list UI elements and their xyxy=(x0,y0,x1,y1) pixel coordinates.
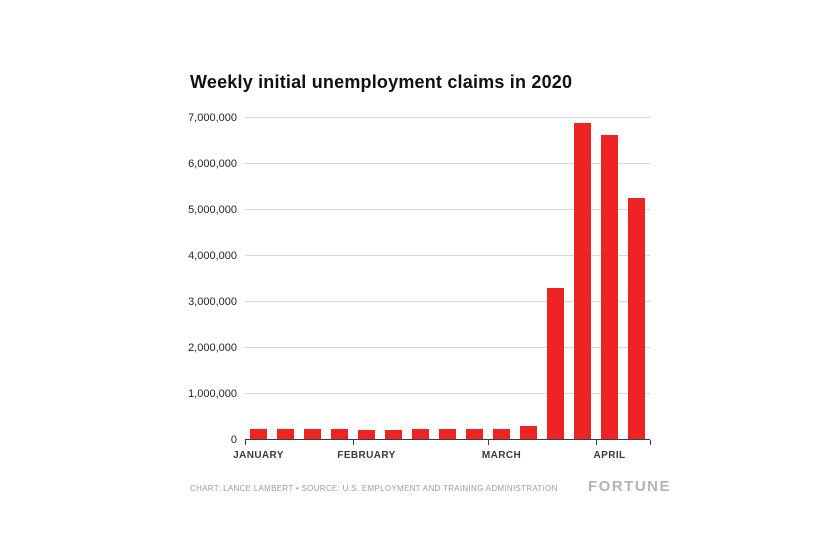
y-tick-label: 2,000,000 xyxy=(188,342,237,354)
gridline xyxy=(245,393,650,394)
axis-tick xyxy=(245,440,246,445)
plot-area xyxy=(245,117,651,445)
bar xyxy=(358,429,375,439)
gridline xyxy=(245,117,650,118)
y-tick-label: 1,000,000 xyxy=(188,388,237,400)
bar xyxy=(520,426,537,439)
x-axis-month-label: APRIL xyxy=(593,450,626,461)
chart-title: Weekly initial unemployment claims in 20… xyxy=(190,72,573,92)
x-axis-month-label: MARCH xyxy=(481,450,522,461)
bar xyxy=(493,429,510,439)
bar xyxy=(439,428,456,439)
gridline xyxy=(245,301,650,302)
bar xyxy=(466,429,483,439)
y-tick-label: 6,000,000 xyxy=(188,158,237,170)
axis-tick xyxy=(650,440,651,445)
axis-tick xyxy=(596,440,597,445)
bar xyxy=(574,123,591,439)
bar xyxy=(628,197,645,439)
bar xyxy=(412,429,429,439)
bar xyxy=(277,428,294,439)
gridline xyxy=(245,255,650,256)
x-axis-month-label: JANUARY xyxy=(233,450,284,461)
bar xyxy=(547,287,564,439)
y-tick-label: 4,000,000 xyxy=(188,250,237,262)
fortune-logo: FORTUNE xyxy=(588,478,671,495)
bar xyxy=(304,428,321,439)
bar xyxy=(250,429,267,439)
y-tick-label: 0 xyxy=(230,434,237,446)
axis-tick xyxy=(353,440,354,445)
gridline xyxy=(245,209,650,210)
gridline xyxy=(245,163,650,164)
bar xyxy=(331,429,348,439)
y-tick-label: 7,000,000 xyxy=(188,112,237,124)
axis-tick xyxy=(488,440,489,445)
bar xyxy=(601,134,618,439)
y-tick-label: 5,000,000 xyxy=(188,204,237,216)
x-axis-month-label: FEBRUARY xyxy=(337,450,396,461)
gridline xyxy=(245,347,650,348)
bar xyxy=(385,429,402,439)
baseline xyxy=(245,439,650,440)
y-axis: 0 1,000,000 2,000,000 3,000,000 4,000,000 5,0… xyxy=(120,112,237,446)
y-tick-label: 3,000,000 xyxy=(188,296,237,308)
chart-credit: CHART: LANCE LAMBERT • SOURCE: U.S. EMPL… xyxy=(190,484,558,493)
x-axis: JANUARY FEBRUARY MARCH APRIL xyxy=(233,450,650,466)
